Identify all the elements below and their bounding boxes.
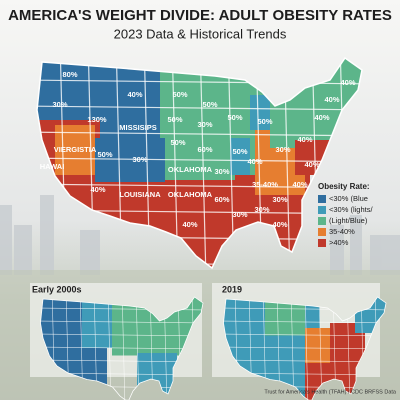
legend-label: 35-40% — [329, 227, 355, 236]
subtitle: 2023 Data & Historical Trends — [114, 26, 287, 41]
legend-label: >40% — [329, 238, 349, 247]
legend-label: (Light/Blue) — [329, 216, 368, 225]
state-label: 30% — [214, 167, 229, 176]
state-label: 30% — [275, 145, 290, 154]
legend-swatch — [318, 195, 326, 203]
state-label: 50% — [232, 147, 247, 156]
state-label: 130% — [87, 115, 107, 124]
state-label: OKLAHOMA — [168, 165, 213, 174]
legend-title: Obesity Rate: — [318, 182, 370, 191]
state-label: 40% — [247, 157, 262, 166]
legend-swatch — [318, 239, 326, 247]
state-label: 50% — [170, 138, 185, 147]
state-label: 30% — [132, 155, 147, 164]
state-label: 50% — [257, 117, 272, 126]
region — [82, 298, 112, 348]
state-label: 40% — [90, 185, 105, 194]
state-label: 50% — [172, 90, 187, 99]
state-label: 40% — [304, 160, 319, 169]
source: Trust for America's Health (TFAH) / CDC … — [264, 389, 397, 395]
state-border — [37, 157, 362, 163]
state-label: 40% — [314, 113, 329, 122]
state-label: 50% — [97, 150, 112, 159]
legend-label: <30% (Blue — [329, 194, 368, 203]
state-label: 40% — [127, 90, 142, 99]
legend: Obesity Rate: <30% (Blue <30% (lights/ (Lig… — [318, 182, 373, 247]
state-border — [40, 320, 203, 324]
skyline — [0, 195, 400, 275]
state-border — [37, 131, 362, 137]
state-label: 40% — [297, 135, 312, 144]
legend-swatch — [318, 206, 326, 214]
state-label: 50% — [227, 113, 242, 122]
state-border — [223, 333, 386, 337]
region — [95, 138, 165, 185]
region — [250, 95, 270, 130]
state-label: 30% — [272, 195, 287, 204]
state-label: 35-40% — [252, 180, 278, 189]
state-label: HAWAI — [40, 162, 65, 171]
legend-label: <30% (lights/ — [329, 205, 373, 214]
state-label: 60% — [197, 145, 212, 154]
state-label: LOUISIANA — [119, 190, 161, 199]
state-label: 80% — [62, 70, 77, 79]
state-label: 30% — [52, 100, 67, 109]
inset-title: Early 2000s — [32, 284, 82, 294]
state-label: 40% — [324, 95, 339, 104]
state-label: 30% — [254, 205, 269, 214]
state-border — [40, 333, 203, 337]
title: AMERICA'S WEIGHT DIVIDE: ADULT OBESITY R… — [8, 7, 392, 24]
state-label: VIERGISTIA — [54, 145, 97, 154]
state-label: 50% — [167, 115, 182, 124]
state-border — [223, 346, 386, 350]
state-label: 60% — [214, 195, 229, 204]
region — [230, 138, 250, 175]
state-border — [40, 346, 203, 350]
state-label: 50% — [202, 100, 217, 109]
state-label: 30% — [232, 210, 247, 219]
legend-swatch — [318, 228, 326, 236]
state-label: OKLAHOMA — [168, 190, 213, 199]
state-border — [223, 320, 386, 324]
state-label: 40% — [340, 78, 355, 87]
state-label: 40% — [292, 180, 307, 189]
inset-title: 2019 — [222, 284, 242, 294]
state-label: 40% — [272, 220, 287, 229]
state-label: 40% — [182, 220, 197, 229]
legend-swatch — [318, 217, 326, 225]
state-label: 30% — [197, 120, 212, 129]
state-label: MISSISIPS — [119, 123, 157, 132]
state-border — [37, 105, 362, 111]
